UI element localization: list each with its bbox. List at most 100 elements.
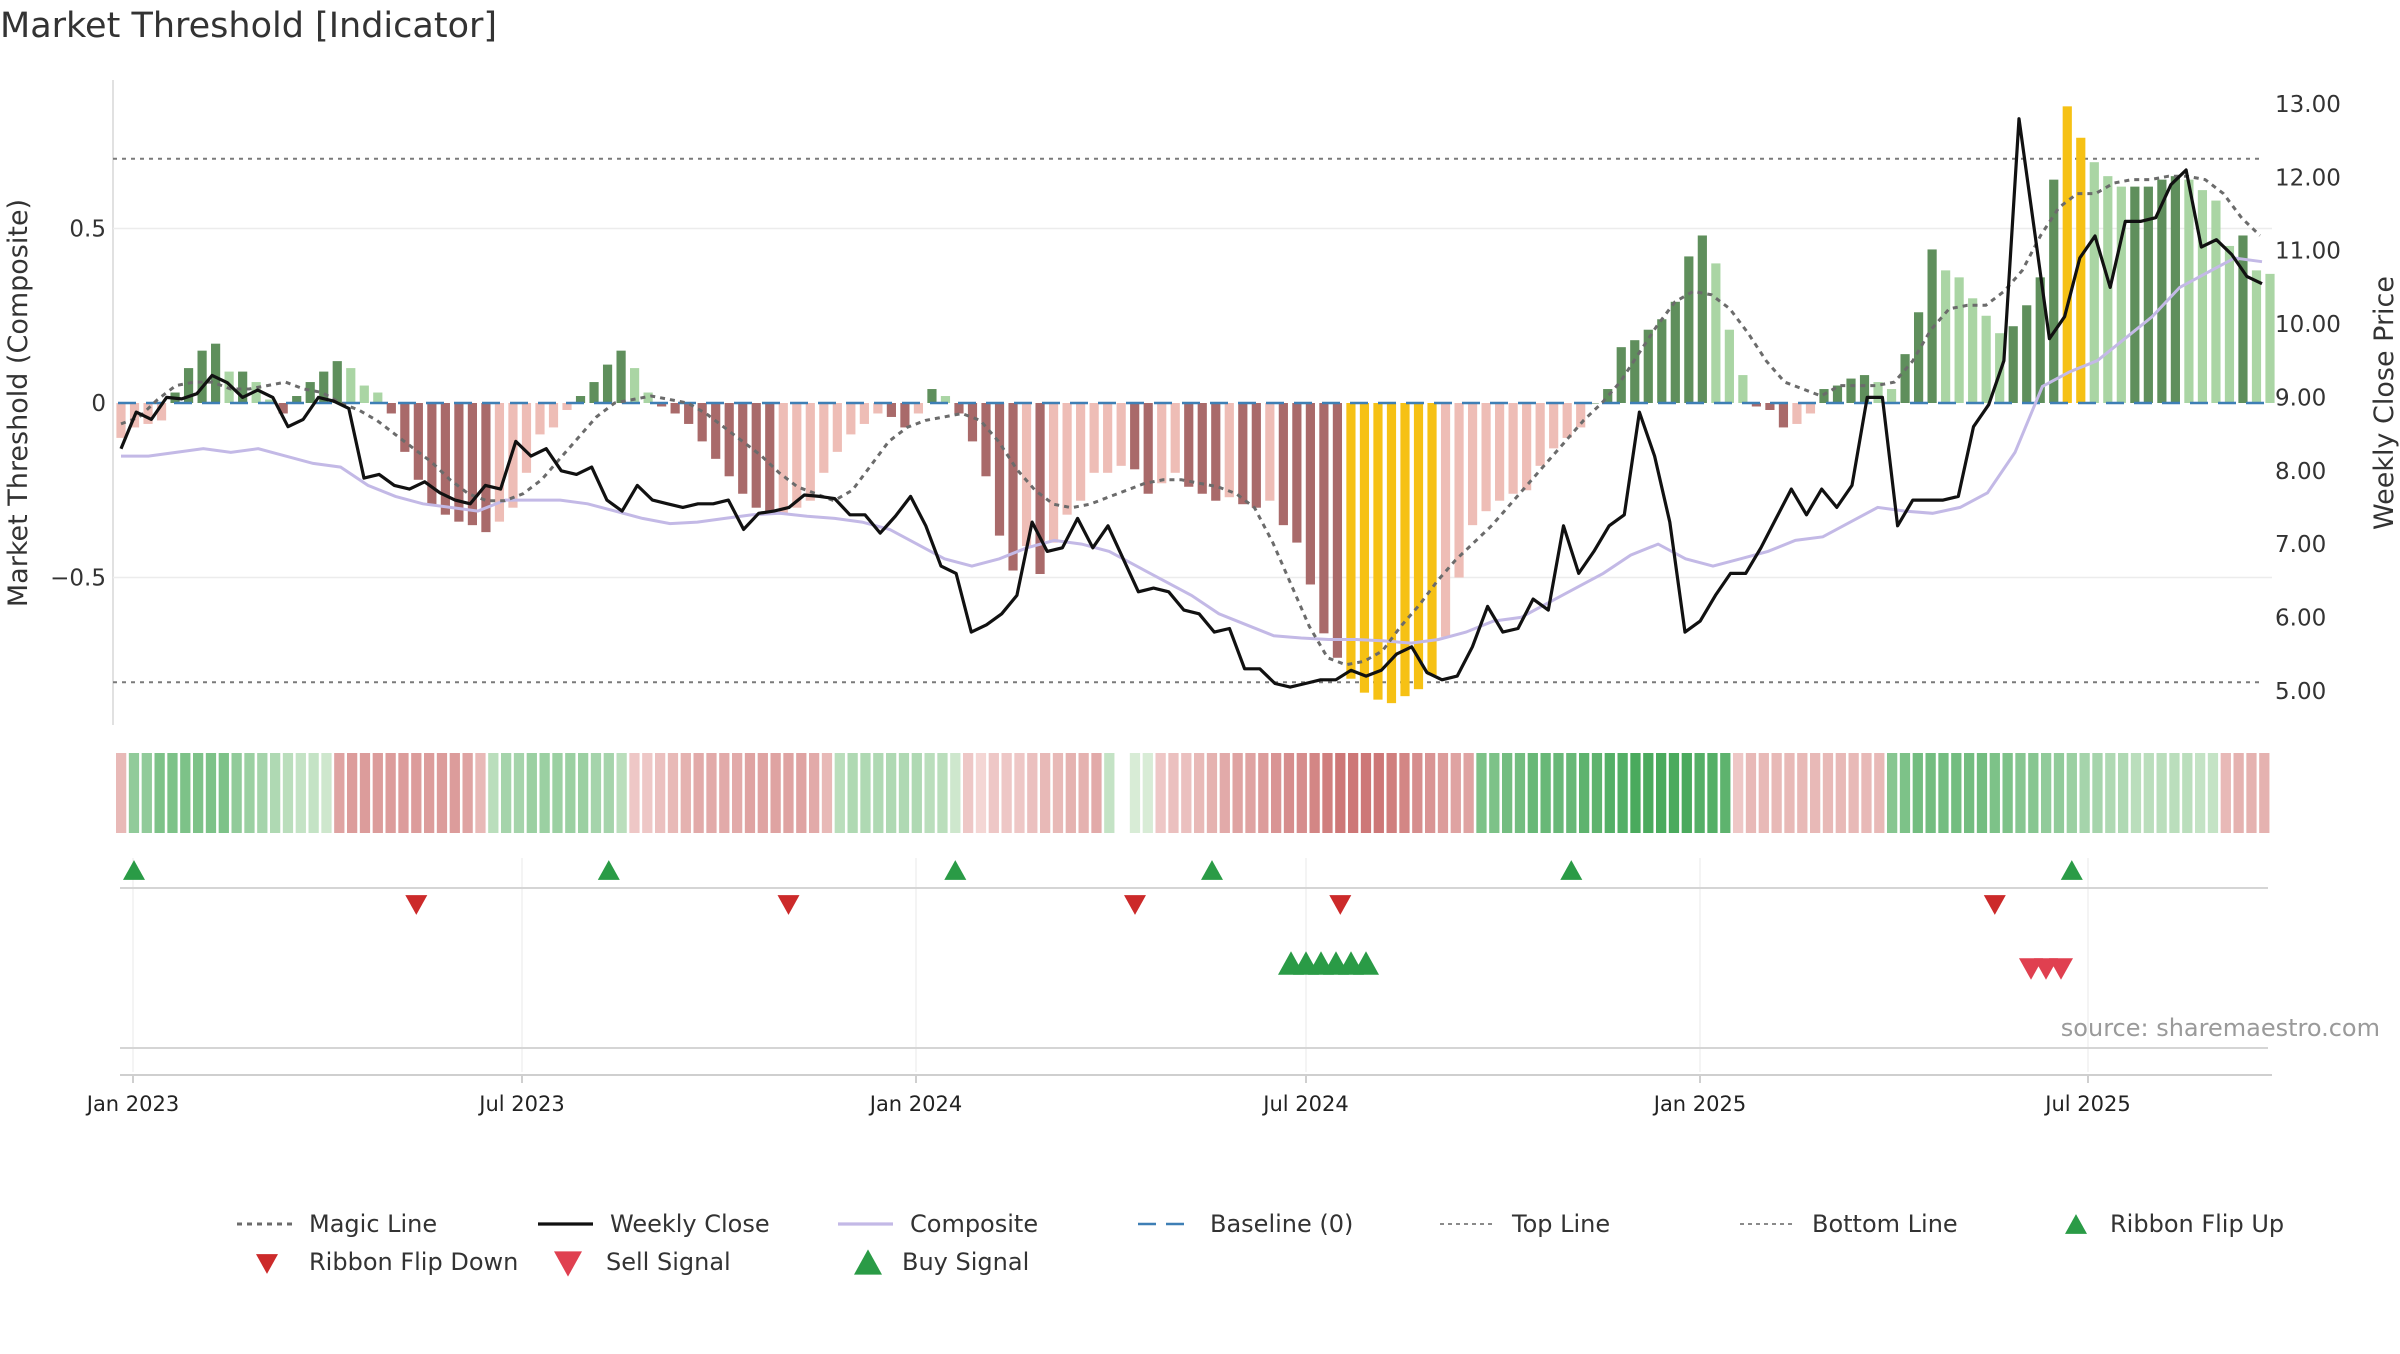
ribbon-cell [1194, 753, 1205, 833]
composite-bar [2211, 200, 2221, 403]
ribbon-cell [218, 753, 229, 833]
ribbon-cell [821, 753, 833, 833]
composite-bar [1386, 403, 1397, 704]
ribbon-cell [719, 753, 730, 833]
ribbon-cell [359, 753, 371, 833]
ribbon-cell [1232, 753, 1243, 833]
ribbon-cell [539, 753, 550, 833]
ribbon-cell [1656, 753, 1667, 833]
composite-bar [1805, 403, 1816, 414]
ribbon-cell [2041, 753, 2052, 833]
composite-bar [1846, 378, 1856, 403]
composite-bar [1886, 389, 1897, 403]
composite-bar [2022, 305, 2032, 403]
x-tick-label: Jul 2024 [1261, 1092, 1348, 1116]
legend-label: Magic Line [309, 1210, 437, 1238]
composite-bar [2143, 186, 2153, 403]
ribbon-flip-up-marker [1201, 860, 1223, 880]
composite-bar [1076, 403, 1086, 501]
composite-bar [724, 403, 734, 477]
ribbon-cell [1951, 753, 1962, 833]
legend-item: Top Line [1440, 1210, 1610, 1238]
composite-bar [1359, 403, 1370, 693]
ribbon-cell [2015, 753, 2026, 833]
ribbon-cell [2156, 753, 2167, 833]
composite-bar [1549, 403, 1559, 449]
ribbon-cell [270, 753, 281, 833]
composite-bar [1184, 403, 1194, 487]
ribbon-cell [1219, 753, 1230, 833]
composite-bar [1535, 403, 1545, 466]
ribbon-cell [475, 753, 486, 833]
ribbon-cell [1065, 753, 1076, 833]
composite-bar [1954, 277, 1964, 403]
ribbon-cell [1899, 753, 1911, 833]
ribbon-cell [1707, 753, 1718, 833]
ribbon-flip-down-marker [1124, 895, 1146, 915]
ribbon-cell [1142, 753, 1153, 833]
ribbon-cell [1591, 753, 1603, 833]
composite-bar [319, 371, 329, 403]
ribbon-cell [2207, 753, 2219, 833]
ribbon-cell [1450, 753, 1461, 833]
ribbon-cell [1745, 753, 1757, 833]
ribbon-cell [398, 753, 409, 833]
ribbon-cell [1617, 753, 1628, 833]
ribbon-cell [1399, 753, 1410, 833]
composite-bar [940, 396, 951, 403]
composite-bar [211, 343, 221, 403]
composite-bar [1048, 403, 1059, 543]
composite-bar [954, 403, 964, 414]
composite-bar [1832, 385, 1843, 403]
composite-bar [1467, 403, 1478, 526]
legend-item: Sell Signal [554, 1248, 731, 1277]
ribbon-cell [2246, 753, 2257, 833]
ribbon-cell [1335, 753, 1346, 833]
legend-swatch-buy [854, 1249, 882, 1275]
composite-bar [1089, 403, 1099, 473]
composite-bar [1670, 301, 1680, 403]
legend-item: Magic Line [237, 1210, 437, 1238]
ribbon-cell [1014, 753, 1025, 833]
ribbon-cell [552, 753, 563, 833]
composite-bar [535, 403, 545, 435]
ribbon-cell [796, 753, 807, 833]
composite-bar [2076, 137, 2086, 403]
ribbon-cell [1630, 753, 1641, 833]
right-axis-label: Weekly Close Price [2369, 276, 2400, 530]
ribbon-cell [436, 753, 448, 833]
composite-bar [1778, 403, 1789, 428]
composite-bar [1576, 403, 1586, 428]
composite-bar [575, 396, 586, 403]
composite-bar [2103, 176, 2113, 403]
composite-bar [927, 389, 937, 403]
ribbon-cell [1938, 753, 1949, 833]
ribbon-cell [1566, 753, 1577, 833]
composite-bar [913, 403, 924, 414]
composite-bar [1021, 403, 1032, 547]
ribbon-cell [1720, 753, 1731, 833]
composite-bar [292, 396, 302, 403]
composite-bar [481, 403, 491, 533]
ribbon-cell [2195, 753, 2206, 833]
right-tick-label: 9.00 [2275, 385, 2326, 411]
composite-bar [1481, 403, 1491, 512]
legend-swatch-flip-down [256, 1254, 278, 1274]
ribbon-cell [1001, 753, 1012, 833]
ribbon-flip-up-marker [123, 860, 145, 880]
ribbon-cell [1245, 753, 1256, 833]
composite-bar [1724, 329, 1734, 403]
ribbon-cell [1822, 753, 1834, 833]
composite-bar [440, 403, 450, 515]
ribbon-cell [1733, 753, 1744, 833]
composite-bar [1238, 403, 1248, 505]
left-tick-label: 0 [91, 391, 106, 417]
composite-bar [278, 403, 288, 414]
legend-label: Buy Signal [902, 1248, 1029, 1276]
composite-bar [521, 403, 532, 473]
ribbon-cell [1604, 753, 1615, 833]
composite-bar [684, 403, 694, 424]
ribbon-cell [1309, 753, 1320, 833]
composite-bar [846, 403, 856, 435]
